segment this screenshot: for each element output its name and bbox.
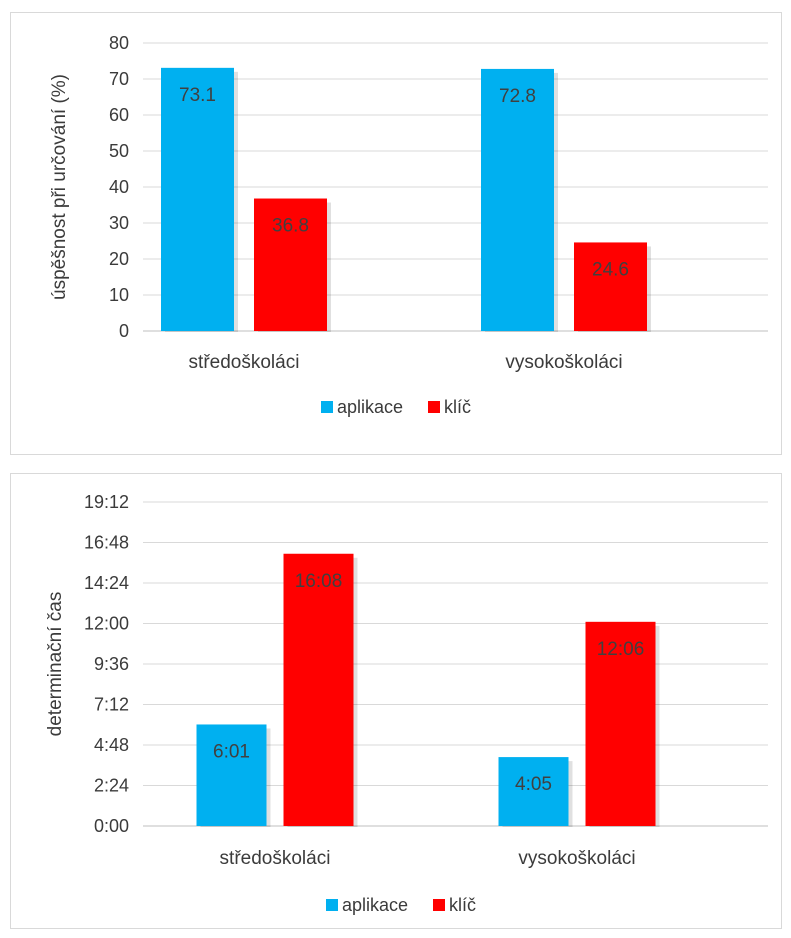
y-tick-label: 12:00 [84, 614, 129, 634]
y-axis-title: úspěšnost při určování (%) [49, 74, 70, 300]
y-tick-label: 16:48 [84, 533, 129, 553]
y-tick-label: 40 [109, 177, 129, 197]
y-tick-label: 0:00 [94, 816, 129, 836]
y-tick-label: 19:12 [84, 492, 129, 512]
bar-aplikace [498, 757, 569, 826]
bar-klic [585, 621, 656, 826]
chart-panel-success-rate: 0 10 20 30 40 50 60 70 80 úspěšnost při určování … [10, 12, 782, 455]
y-tick-label: 10 [109, 285, 129, 305]
data-label: 24.6 [592, 259, 629, 280]
bar-klic [283, 553, 354, 826]
data-label: 16:08 [295, 571, 343, 592]
chart-panel-determination-time: 0:00 2:24 4:48 7:12 9:36 12:00 14:24 16:48 19:12… [10, 473, 782, 929]
y-tick-label: 60 [109, 105, 129, 125]
success-rate-chart: 0 10 20 30 40 50 60 70 80 úspěšnost při určování … [49, 33, 768, 417]
data-label: 4:05 [515, 774, 552, 795]
data-label: 6:01 [213, 741, 250, 762]
legend-label: aplikace [342, 895, 408, 915]
y-tick-label: 7:12 [94, 695, 129, 715]
y-tick-label: 0 [119, 321, 129, 341]
y-tick-label: 30 [109, 213, 129, 233]
legend-swatch [326, 899, 338, 911]
data-label: 72.8 [499, 86, 536, 107]
x-category-label: středoškoláci [220, 848, 331, 869]
bar-aplikace [161, 67, 234, 331]
legend-swatch [428, 401, 440, 413]
data-label: 12:06 [597, 639, 645, 660]
data-label: 36.8 [272, 216, 309, 237]
legend-swatch [433, 899, 445, 911]
legend-swatch [321, 401, 333, 413]
x-category-label: vysokoškoláci [518, 848, 635, 869]
legend-label: klíč [444, 397, 471, 417]
y-tick-label: 80 [109, 33, 129, 53]
bar-aplikace [196, 724, 267, 826]
determination-time-chart: 0:00 2:24 4:48 7:12 9:36 12:00 14:24 16:48 19:12… [45, 492, 768, 915]
y-tick-label: 2:24 [94, 776, 129, 796]
y-tick-label: 9:36 [94, 654, 129, 674]
y-tick-label: 4:48 [94, 735, 129, 755]
y-tick-label: 20 [109, 249, 129, 269]
legend-label: aplikace [337, 397, 403, 417]
y-tick-label: 50 [109, 141, 129, 161]
x-category-label: vysokoškoláci [505, 352, 622, 373]
y-tick-label: 70 [109, 69, 129, 89]
x-category-label: středoškoláci [189, 352, 300, 373]
y-tick-label: 14:24 [84, 573, 129, 593]
data-label: 73.1 [179, 85, 216, 106]
y-axis-title: determinační čas [45, 592, 66, 737]
legend-label: klíč [449, 895, 476, 915]
bar-aplikace [481, 68, 554, 332]
bar-klic [254, 198, 327, 331]
bar-klic [574, 242, 647, 331]
